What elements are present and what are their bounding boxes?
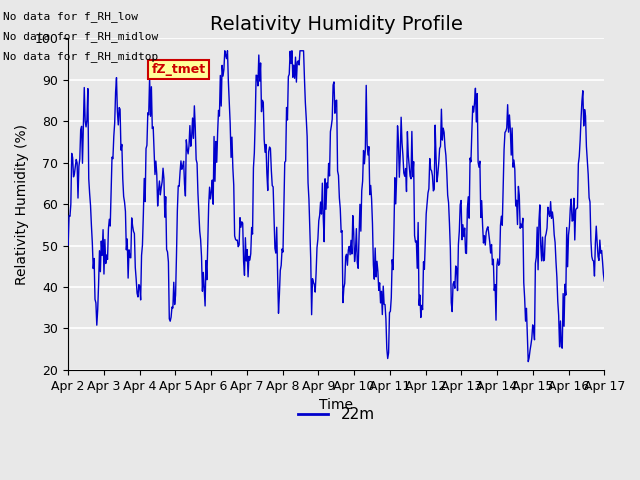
Text: No data for f_RH_midtop: No data for f_RH_midtop xyxy=(3,51,159,62)
Text: No data for f_RH_low: No data for f_RH_low xyxy=(3,11,138,22)
Legend: 22m: 22m xyxy=(292,401,381,429)
Y-axis label: Relativity Humidity (%): Relativity Humidity (%) xyxy=(15,124,29,285)
Text: No data for f_RH_midlow: No data for f_RH_midlow xyxy=(3,31,159,42)
Text: fZ_tmet: fZ_tmet xyxy=(151,63,205,76)
X-axis label: Time: Time xyxy=(319,398,353,412)
Title: Relativity Humidity Profile: Relativity Humidity Profile xyxy=(210,15,463,34)
